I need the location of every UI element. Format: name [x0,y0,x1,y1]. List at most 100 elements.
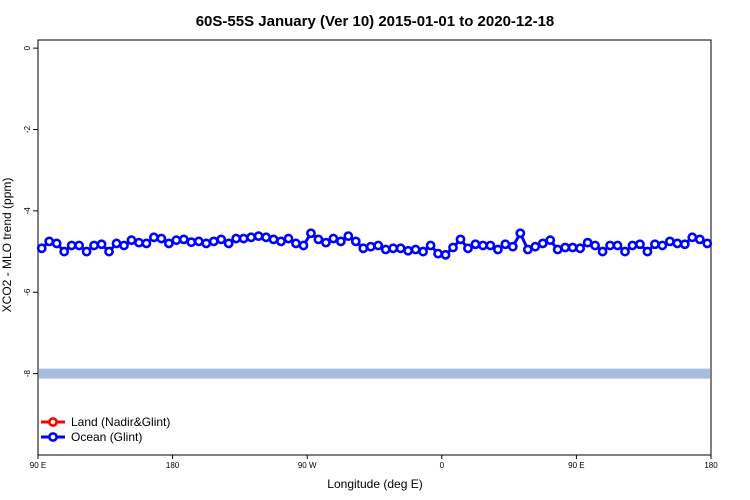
data-point [358,243,369,254]
data-point [298,240,309,251]
legend-label: Ocean (Glint) [71,430,142,444]
data-point [276,236,286,247]
data-point [530,241,541,252]
data-point [126,235,137,246]
data-point [201,238,212,249]
data-point [163,238,174,249]
y-tick-label: 0 [23,45,32,50]
data-point [620,246,630,257]
data-point [545,235,556,246]
data-point [605,240,615,251]
legend-marker [48,432,58,442]
data-point [687,232,698,243]
data-point [492,244,503,255]
data-point [335,236,346,247]
data-point [380,244,391,255]
data-point [410,244,421,255]
data-point [328,233,339,244]
legend-label: Land (Nadir&Glint) [71,415,170,429]
data-point [552,244,563,255]
data-point [350,236,361,247]
data-point [403,245,414,256]
data-point [627,240,638,251]
data-point [642,246,653,257]
data-point [395,243,406,254]
data-point [507,241,518,252]
data-point [141,238,152,249]
data-point [702,238,713,249]
data-point [679,239,690,250]
data-point [74,240,85,251]
data-point [81,246,92,257]
data-point [193,236,204,247]
data-point [515,228,526,239]
data-point [597,246,608,257]
x-tick-label: 180 [704,461,718,470]
data-point [575,243,586,254]
data-point [455,234,466,245]
data-point [485,240,496,251]
y-tick-label: -8 [23,370,32,378]
data-point [635,239,645,250]
chart-title: 60S-55S January (Ver 10) 2015-01-01 to 2… [196,13,555,30]
data-point [149,232,159,243]
data-point [425,240,436,251]
data-point [343,231,354,242]
data-point [590,240,600,251]
data-point [59,246,70,257]
x-tick-label: 180 [166,461,180,470]
data-point [470,239,481,250]
data-point [440,249,451,260]
data-point [664,236,675,247]
data-point [560,242,571,253]
data-point [238,233,249,244]
data-point [448,242,458,253]
data-point [418,246,429,257]
data-point [104,246,114,257]
data-point [134,237,144,248]
data-point [612,240,623,251]
data-point [313,234,324,245]
x-tick-label: 90 E [568,461,584,470]
data-point [672,238,683,249]
y-axis-title: XCO2 - MLO trend (ppm) [0,178,14,313]
data-point [650,239,660,250]
data-point [66,240,77,251]
data-point [268,234,279,245]
data-point [306,228,316,239]
data-point [36,243,47,254]
data-point [320,237,331,248]
data-point [186,237,197,248]
data-point [246,232,257,243]
data-point [253,231,264,242]
data-point [261,232,271,243]
x-tick-label: 90 E [30,461,46,470]
data-point [657,240,668,251]
data-point [500,239,511,250]
data-point [373,240,384,251]
data-point [291,238,301,249]
data-point [216,234,227,245]
data-point [433,248,443,259]
data-point [156,233,167,244]
data-point [567,242,578,253]
data-point [119,240,129,251]
data-point [463,243,473,254]
data-point [388,243,399,254]
plot-layer: 0 -2 -4 -6 -8 90 E 180 90 W 0 90 E 180 Land (Nadir&… [23,39,718,470]
data-point [231,233,242,244]
data-point [694,234,705,245]
data-point [51,238,62,249]
data-point [522,244,533,255]
y-tick-label: -6 [23,288,32,296]
data-point [96,239,107,250]
y-tick-label: -4 [23,207,32,215]
data-point [111,238,122,249]
data-point [208,236,219,247]
legend-marker [48,417,58,427]
y-tick-label: -2 [23,125,32,133]
data-point [89,240,99,251]
data-point [582,237,593,248]
x-axis-title: Longitude (deg E) [327,477,422,491]
